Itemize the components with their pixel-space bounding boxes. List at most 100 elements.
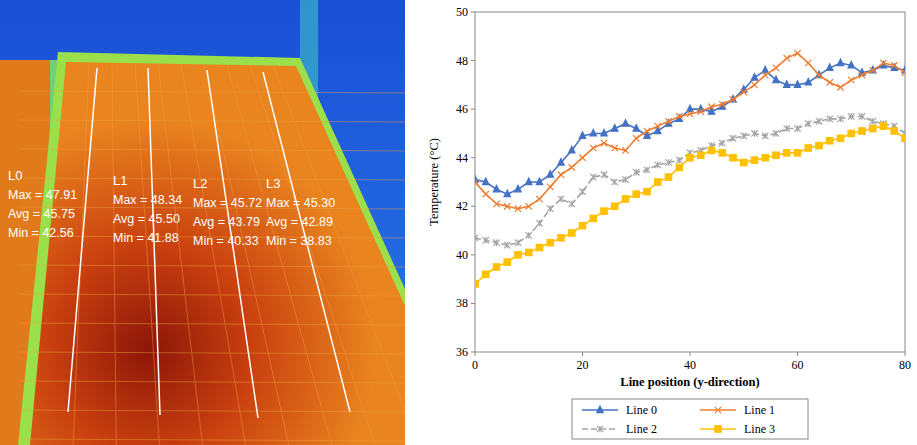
cell-line: [20, 265, 405, 267]
series-marker: [569, 146, 575, 153]
series-marker: [558, 196, 564, 202]
figure: L0Max = 47.91Avg = 45.75Min = 42.56L1Max…: [0, 0, 917, 445]
series-marker: [902, 70, 905, 76]
series-marker: [655, 179, 661, 185]
cell-line: [20, 410, 405, 412]
series-marker: [730, 96, 736, 102]
series-marker: [579, 223, 585, 229]
series-marker: [816, 72, 822, 78]
series-marker: [751, 74, 757, 81]
line-name: L2: [193, 176, 207, 191]
panel: [30, 62, 405, 445]
series-line: [475, 126, 905, 284]
series-marker: [590, 145, 596, 151]
cell-line: [20, 352, 405, 354]
series-marker: [816, 142, 822, 148]
series-marker: [891, 128, 897, 134]
cell-line: [20, 439, 405, 441]
line-stat: Max = 47.91: [8, 188, 77, 202]
series-marker: [687, 111, 693, 117]
profile-line: [263, 72, 350, 412]
legend-label: Line 0: [626, 403, 657, 417]
series-marker: [633, 125, 639, 132]
series-marker: [622, 176, 628, 182]
series-marker: [504, 203, 510, 209]
series-marker: [794, 81, 800, 88]
series-marker: [784, 55, 790, 61]
series-marker: [547, 240, 553, 246]
series-marker: [848, 77, 854, 83]
series-marker: [784, 150, 790, 156]
series-marker: [730, 135, 736, 141]
series-marker: [827, 138, 833, 144]
series-marker: [569, 164, 575, 170]
series-marker: [870, 67, 876, 73]
series-marker: [751, 130, 757, 136]
y-axis-title: Temperature (°C): [427, 138, 441, 226]
legend-marker: [715, 426, 721, 432]
series-marker: [483, 191, 489, 197]
line-name: L1: [113, 173, 127, 188]
cell-line: [20, 149, 405, 151]
series-marker: [741, 133, 747, 139]
x-tick-label: 80: [899, 358, 911, 372]
series-marker: [751, 157, 757, 163]
y-tick-label: 36: [456, 345, 468, 359]
series-marker: [805, 60, 811, 66]
series-marker: [891, 62, 897, 68]
series-marker: [536, 244, 542, 250]
series-marker: [493, 264, 499, 270]
series-marker: [612, 203, 618, 209]
series-marker: [719, 101, 725, 107]
series-marker: [493, 240, 499, 246]
x-tick: [690, 352, 691, 356]
series-marker: [837, 116, 843, 122]
series-marker: [526, 249, 532, 255]
series-marker: [741, 159, 747, 165]
series-marker: [859, 113, 865, 119]
series-marker: [794, 125, 800, 131]
series-marker: [730, 155, 736, 161]
series-marker: [526, 178, 532, 185]
plot-frame: [475, 12, 905, 352]
series-marker: [515, 206, 521, 212]
series-marker: [547, 184, 553, 190]
series-marker: [504, 242, 510, 248]
series-marker: [805, 78, 811, 85]
series-marker: [644, 128, 650, 134]
series-marker: [827, 64, 833, 71]
cell-line: [20, 91, 405, 93]
series-marker: [590, 129, 596, 136]
series-marker: [590, 215, 596, 221]
series-marker: [816, 118, 822, 124]
cell-line: [20, 381, 405, 383]
y-tick-label: 48: [456, 54, 468, 68]
series-marker: [848, 130, 854, 136]
y-tick: [471, 352, 475, 353]
y-tick: [471, 157, 475, 158]
series-marker: [848, 61, 854, 68]
series-marker: [515, 240, 521, 246]
series-marker: [794, 150, 800, 156]
series-marker: [708, 104, 714, 110]
series-marker: [687, 155, 693, 161]
series-marker: [547, 206, 553, 212]
series-marker: [773, 65, 779, 71]
line-stat: Max = 48.34: [113, 193, 182, 207]
series-marker: [773, 130, 779, 136]
series-marker: [762, 66, 768, 73]
profile-labels: L0Max = 47.91Avg = 45.75Min = 42.56L1Max…: [8, 168, 335, 248]
series-marker: [622, 196, 628, 202]
series-marker: [837, 84, 843, 90]
x-tick-label: 60: [792, 358, 804, 372]
line-stat: Min = 38.83: [266, 234, 332, 248]
series-marker: [622, 120, 628, 127]
series-marker: [644, 189, 650, 195]
thermal-image: L0Max = 47.91Avg = 45.75Min = 42.56L1Max…: [0, 0, 405, 445]
y-tick: [471, 109, 475, 110]
line-chart: 3638404244464850020406080Line position (…: [427, 5, 911, 439]
y-tick: [471, 206, 475, 207]
series-marker: [870, 125, 876, 131]
series-marker: [475, 235, 478, 241]
series-marker: [633, 191, 639, 197]
